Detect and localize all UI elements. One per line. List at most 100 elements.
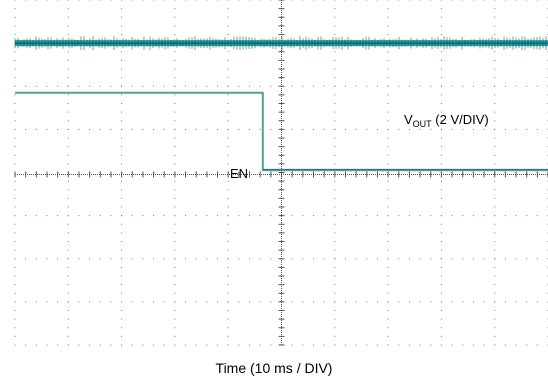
grid-dot: [344, 344, 346, 346]
grid-dot: [494, 25, 496, 27]
grid-dot: [419, 258, 421, 260]
grid-dot: [291, 128, 293, 130]
grid-dot: [227, 25, 229, 27]
grid-dot: [174, 16, 176, 18]
grid-dot: [67, 128, 69, 130]
grid-dot: [206, 344, 208, 346]
grid-dot: [57, 301, 59, 303]
grid-dot: [14, 180, 16, 182]
grid-dot: [206, 215, 208, 217]
grid-dot: [249, 344, 251, 346]
grid-dot: [334, 111, 336, 113]
grid-dot: [494, 258, 496, 260]
grid-dot: [121, 128, 123, 130]
grid-dot: [121, 327, 123, 329]
grid-dot: [462, 215, 464, 217]
grid-dot: [121, 189, 123, 191]
grid-dot: [387, 249, 389, 251]
grid-dot: [110, 258, 112, 260]
grid-dot: [419, 128, 421, 130]
grid-dot: [99, 301, 101, 303]
grid-dot: [440, 258, 442, 260]
grid-dot: [408, 258, 410, 260]
grid-dot: [121, 8, 123, 10]
grid-dot: [494, 249, 496, 251]
grid-dot: [238, 85, 240, 87]
grid-dot: [440, 146, 442, 148]
grid-dot: [334, 344, 336, 346]
grid-dot: [89, 0, 91, 1]
grid-dot: [46, 85, 48, 87]
grid-dot: [174, 0, 176, 1]
grid-dot: [163, 215, 165, 217]
grid-dot: [14, 154, 16, 156]
grid-dot: [121, 241, 123, 242]
grid-dot: [376, 215, 378, 217]
grid-dot: [387, 266, 389, 268]
grid-dot: [121, 284, 123, 286]
grid-dot: [57, 258, 59, 260]
grid-dot: [78, 128, 80, 130]
grid-dot: [14, 111, 16, 113]
grid-dot: [334, 154, 336, 156]
grid-dot: [249, 301, 251, 303]
grid-dot: [99, 258, 101, 260]
grid-dot: [398, 301, 400, 303]
grid-dot: [25, 85, 27, 87]
grid-dot: [515, 258, 517, 260]
grid-dot: [142, 344, 144, 346]
grid-dot: [526, 0, 528, 1]
grid-dot: [430, 128, 432, 130]
grid-dot: [142, 215, 144, 217]
grid-dot: [67, 344, 69, 346]
grid-dot: [504, 258, 506, 260]
grid-dot: [494, 16, 496, 18]
x-axis-label: Time (10 ms / DIV): [215, 360, 333, 376]
grid-dot: [227, 197, 229, 199]
grid-dot: [163, 0, 165, 1]
grid-dot: [430, 258, 432, 260]
grid-dot: [398, 85, 400, 87]
grid-dot: [312, 344, 314, 346]
grid-dot: [440, 120, 442, 122]
grid-dot: [67, 180, 69, 182]
grid-dot: [366, 85, 368, 87]
grid-dot: [302, 128, 304, 130]
grid-dot: [57, 128, 59, 130]
grid-dot: [46, 128, 48, 130]
grid-dot: [334, 223, 336, 225]
grid-dot: [376, 258, 378, 260]
grid-dot: [334, 68, 336, 70]
grid-dot: [494, 335, 496, 337]
grid-dot: [259, 344, 261, 346]
grid-dot: [387, 34, 389, 35]
grid-dot: [451, 128, 453, 130]
grid-dot: [344, 215, 346, 217]
grid-dot: [515, 85, 517, 87]
grid-dot: [494, 232, 496, 234]
grid-dot: [14, 258, 16, 260]
grid-dot: [227, 128, 229, 130]
grid-dot: [14, 266, 16, 268]
grid-dot: [440, 137, 442, 139]
grid-dot: [57, 215, 59, 217]
grid-dot: [67, 137, 69, 139]
grid-dot: [67, 163, 69, 165]
grid-dot: [494, 51, 496, 53]
grid-dot: [174, 241, 176, 242]
grid-dot: [440, 94, 442, 96]
grid-dot: [259, 128, 261, 130]
grid-dot: [440, 292, 442, 294]
grid-dot: [67, 85, 69, 87]
grid-dot: [217, 215, 219, 217]
grid-dot: [206, 85, 208, 87]
grid-dot: [195, 344, 197, 346]
grid-dot: [387, 8, 389, 10]
grid-dot: [440, 275, 442, 277]
grid-dot: [494, 8, 496, 10]
grid-dot: [67, 241, 69, 242]
grid-dot: [334, 77, 336, 79]
grid-dot: [334, 232, 336, 234]
grid-dot: [14, 241, 16, 242]
